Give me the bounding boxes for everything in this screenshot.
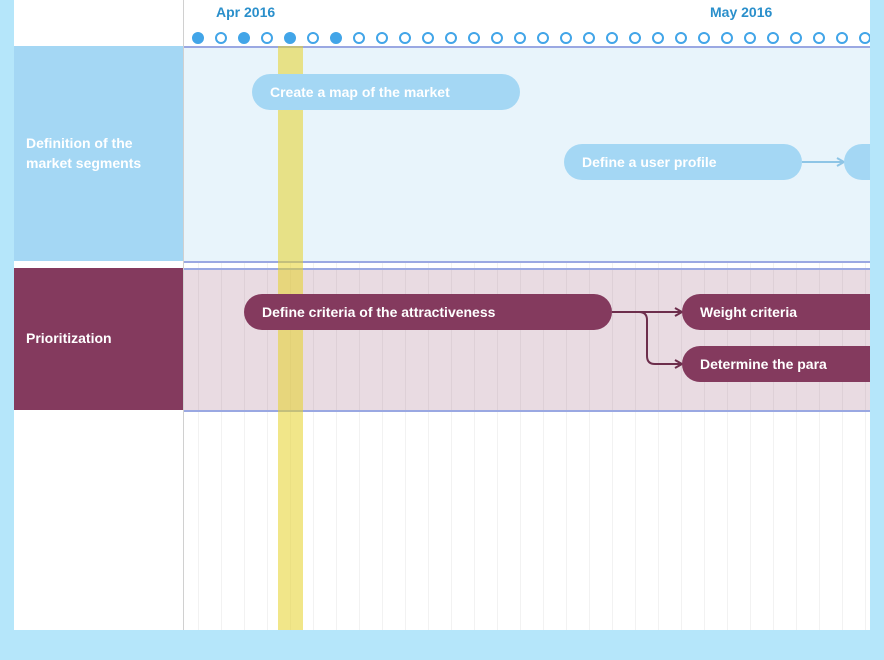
timeline-tick[interactable]: [307, 32, 319, 44]
timeline-tick[interactable]: [330, 32, 342, 44]
timeline-tick[interactable]: [767, 32, 779, 44]
timeline-tick[interactable]: [284, 32, 296, 44]
timeline-tick[interactable]: [445, 32, 457, 44]
timeline-tick[interactable]: [836, 32, 848, 44]
timeline-tick[interactable]: [537, 32, 549, 44]
timeline-tick[interactable]: [399, 32, 411, 44]
task-determine[interactable]: Determine the para: [682, 346, 870, 382]
lane-header-definition[interactable]: Definition of the market segments: [14, 46, 184, 261]
timeline-tick[interactable]: [652, 32, 664, 44]
timeline-tick[interactable]: [813, 32, 825, 44]
lane-bg-prioritization: [184, 268, 870, 410]
timeline-tick[interactable]: [698, 32, 710, 44]
timeline-tick[interactable]: [629, 32, 641, 44]
lane-header-prioritization[interactable]: Prioritization: [14, 268, 184, 410]
timeline-tick[interactable]: [721, 32, 733, 44]
month-label: Apr 2016: [216, 4, 275, 20]
timeline-tick[interactable]: [606, 32, 618, 44]
timeline-tick[interactable]: [422, 32, 434, 44]
timeline-tick[interactable]: [261, 32, 273, 44]
timeline-tick[interactable]: [491, 32, 503, 44]
task-criteria[interactable]: Define criteria of the attractiveness: [244, 294, 612, 330]
timeline-tick[interactable]: [353, 32, 365, 44]
timeline-tick[interactable]: [583, 32, 595, 44]
timeline-tick[interactable]: [376, 32, 388, 44]
timeline-tick[interactable]: [560, 32, 572, 44]
timeline-tick[interactable]: [859, 32, 870, 44]
task-map-market[interactable]: Create a map of the market: [252, 74, 520, 110]
timeline-tick[interactable]: [744, 32, 756, 44]
task-weight[interactable]: Weight criteria: [682, 294, 870, 330]
timeline-header: Apr 2016 May 2016: [184, 0, 870, 46]
timeline-axis: [184, 30, 870, 46]
task-user-profile[interactable]: Define a user profile: [564, 144, 802, 180]
month-label: May 2016: [710, 4, 772, 20]
sidebar-divider: [183, 0, 184, 630]
gantt-frame: Apr 2016 May 2016 Definition of the marke…: [14, 0, 870, 630]
timeline-tick[interactable]: [215, 32, 227, 44]
timeline-tick[interactable]: [790, 32, 802, 44]
timeline-tick[interactable]: [675, 32, 687, 44]
timeline-tick[interactable]: [192, 32, 204, 44]
timeline-tick[interactable]: [238, 32, 250, 44]
timeline-tick[interactable]: [468, 32, 480, 44]
timeline-tick[interactable]: [514, 32, 526, 44]
